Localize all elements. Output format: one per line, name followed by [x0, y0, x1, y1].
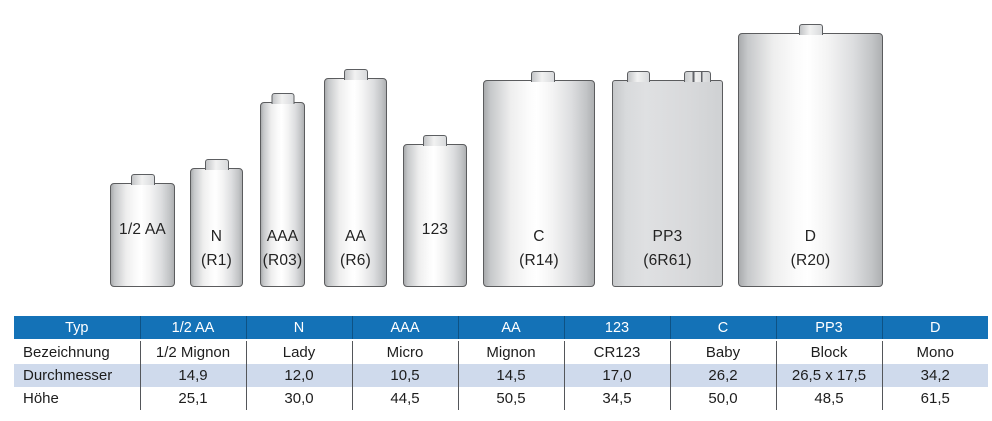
battery-terminal-icon: [130, 174, 155, 185]
table-cell: Block: [775, 340, 882, 364]
battery-terminal-icon: [423, 135, 447, 146]
battery-code-text: (R6): [340, 252, 371, 269]
battery-type-text: 1/2 AA: [119, 221, 166, 238]
battery-type-text: AAA: [266, 228, 299, 245]
battery-label: C (R14): [472, 225, 606, 273]
table-cell: 14,9: [139, 364, 246, 387]
table-row-durchmesser: Durchmesser 14,9 12,0 10,5 14,5 17,0 26,…: [14, 364, 988, 387]
table-header-cell: 1/2 AA: [139, 316, 246, 341]
battery-terminal-icon: [271, 93, 294, 104]
table-header-cell: C: [669, 316, 776, 341]
battery-type-text: 123: [421, 221, 449, 238]
battery-aa: AA (R6): [324, 69, 387, 287]
battery-label: 123: [392, 218, 478, 242]
table-cell: 50,5: [457, 387, 564, 410]
battery-code-text: (6R61): [643, 252, 692, 269]
battery-type-text: PP3: [652, 228, 683, 245]
table-cell: 1/2 Mignon: [139, 340, 246, 364]
table-cell: 44,5: [351, 387, 458, 410]
table-cell: 34,5: [563, 387, 670, 410]
battery-terminal-icon: [204, 159, 229, 170]
table-cell: Lady: [245, 340, 352, 364]
table-cell: Baby: [669, 340, 776, 364]
battery-type-text: D: [804, 228, 817, 245]
battery-123: 123: [403, 135, 467, 287]
table-header-cell: Typ: [14, 316, 140, 341]
table-header-cell: AA: [457, 316, 564, 341]
battery-aaa: AAA (R03): [260, 93, 305, 287]
table-cell: 26,5 x 17,5: [775, 364, 882, 387]
battery-label: 1/2 AA: [99, 218, 186, 242]
table-header-cell: AAA: [351, 316, 458, 341]
battery-type-text: AA: [344, 228, 367, 245]
battery-half-aa: 1/2 AA: [110, 174, 175, 287]
battery-label: N (R1): [179, 225, 254, 273]
table-cell: CR123: [563, 340, 670, 364]
battery-pp3: PP3 (6R61): [612, 71, 723, 287]
table-cell: 30,0: [245, 387, 352, 410]
battery-terminal-icon: [627, 71, 650, 82]
battery-c: C (R14): [483, 71, 595, 287]
battery-terminal-icon: [798, 24, 823, 35]
row-label: Höhe: [23, 390, 59, 407]
battery-label: AA (R6): [313, 225, 398, 273]
table-cell: 50,0: [669, 387, 776, 410]
battery-type-text: N: [210, 228, 223, 245]
battery-terminal-icon: [531, 71, 555, 82]
battery-spec-table: Typ 1/2 AA N AAA AA 123 C PP3 D Bezeichn…: [14, 316, 988, 410]
battery-label: D (R20): [727, 225, 894, 273]
table-cell: Mono: [881, 340, 988, 364]
table-header-cell: PP3: [775, 316, 882, 341]
battery-code-text: (R14): [519, 252, 559, 269]
battery-spec-table-wrap: Typ 1/2 AA N AAA AA 123 C PP3 D Bezeichn…: [14, 316, 988, 410]
table-cell: Mignon: [457, 340, 564, 364]
battery-terminal-icon: [343, 69, 368, 80]
table-header-cell: 123: [563, 316, 670, 341]
table-cell: Micro: [351, 340, 458, 364]
battery-label: AAA (R03): [249, 225, 316, 273]
table-cell: 26,2: [669, 364, 776, 387]
table-cell: 48,5: [775, 387, 882, 410]
table-header-row: Typ 1/2 AA N AAA AA 123 C PP3 D: [14, 316, 988, 341]
battery-type-text: C: [533, 228, 545, 245]
table-cell: 34,2: [881, 364, 988, 387]
battery-label: PP3 (6R61): [601, 225, 734, 273]
table-cell: 25,1: [139, 387, 246, 410]
battery-diagram: 1/2 AA N (R1) AAA (R03) AA (R6): [110, 24, 883, 287]
table-cell: 12,0: [245, 364, 352, 387]
battery-snap-terminal-icon: [684, 71, 711, 82]
table-cell: 61,5: [881, 387, 988, 410]
row-label: Bezeichnung: [23, 344, 110, 361]
row-label: Durchmesser: [14, 364, 140, 387]
table-cell: 14,5: [457, 364, 564, 387]
battery-n: N (R1): [190, 159, 243, 287]
battery-code-text: (R1): [201, 252, 232, 269]
table-row-bezeichnung: Bezeichnung 1/2 Mignon Lady Micro Mignon…: [14, 340, 988, 364]
battery-code-text: (R03): [262, 252, 303, 269]
table-row-hoehe: Höhe 25,1 30,0 44,5 50,5 34,5 50,0 48,5 …: [14, 387, 988, 410]
battery-code-text: (R20): [790, 252, 831, 269]
table-header-cell: D: [881, 316, 988, 341]
battery-d: D (R20): [738, 24, 883, 287]
table-header-cell: N: [245, 316, 352, 341]
table-cell: 17,0: [563, 364, 670, 387]
table-cell: 10,5: [351, 364, 458, 387]
